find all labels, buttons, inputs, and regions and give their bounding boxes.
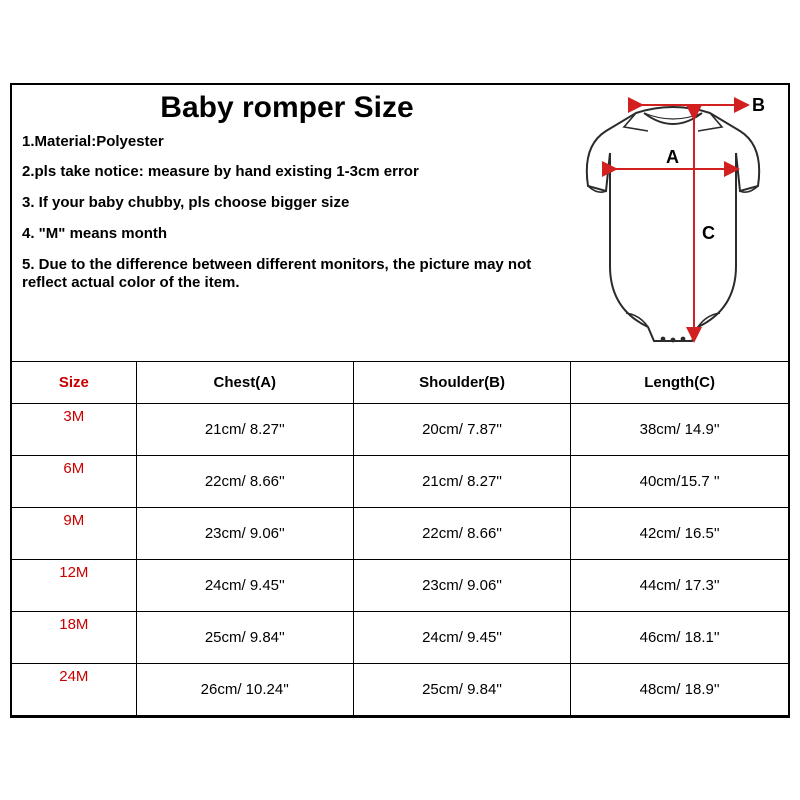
table-row: 9M 23cm/ 9.06'' 22cm/ 8.66'' 42cm/ 16.5'… <box>12 507 788 559</box>
note-item: 4. "M" means month <box>22 225 552 244</box>
cell-chest: 26cm/ 10.24'' <box>136 663 353 715</box>
measure-label-a: A <box>666 147 679 167</box>
cell-shoulder: 22cm/ 8.66'' <box>353 507 570 559</box>
cell-chest: 23cm/ 9.06'' <box>136 507 353 559</box>
note-item: 2.pls take notice: measure by hand exist… <box>22 163 552 182</box>
cell-shoulder: 24cm/ 9.45'' <box>353 611 570 663</box>
cell-length: 44cm/ 17.3'' <box>571 559 788 611</box>
table-row: 24M 26cm/ 10.24'' 25cm/ 9.84'' 48cm/ 18.… <box>12 663 788 715</box>
cell-length: 42cm/ 16.5'' <box>571 507 788 559</box>
note-item: 3. If your baby chubby, pls choose bigge… <box>22 194 552 213</box>
header-block: Baby romper Size 1.Material:Polyester 2.… <box>12 85 788 361</box>
cell-size: 24M <box>12 663 136 715</box>
size-table-body: 3M 21cm/ 8.27'' 20cm/ 7.87'' 38cm/ 14.9'… <box>12 403 788 715</box>
notes-list: 1.Material:Polyester 2.pls take notice: … <box>22 133 552 294</box>
measure-label-c: C <box>702 223 715 243</box>
cell-length: 38cm/ 14.9'' <box>571 403 788 455</box>
cell-length: 46cm/ 18.1'' <box>571 611 788 663</box>
snap-icon <box>671 337 676 342</box>
romper-diagram: B A C <box>568 91 778 351</box>
cell-shoulder: 21cm/ 8.27'' <box>353 455 570 507</box>
table-row: 6M 22cm/ 8.66'' 21cm/ 8.27'' 40cm/15.7 '… <box>12 455 788 507</box>
cell-size: 6M <box>12 455 136 507</box>
note-item: 1.Material:Polyester <box>22 133 552 152</box>
cell-shoulder: 25cm/ 9.84'' <box>353 663 570 715</box>
cell-length: 40cm/15.7 '' <box>571 455 788 507</box>
cell-chest: 25cm/ 9.84'' <box>136 611 353 663</box>
measure-label-b: B <box>752 95 765 115</box>
note-item: 5. Due to the difference between differe… <box>22 256 552 294</box>
cell-shoulder: 23cm/ 9.06'' <box>353 559 570 611</box>
col-header-size: Size <box>12 361 136 403</box>
cell-shoulder: 20cm/ 7.87'' <box>353 403 570 455</box>
size-table-header-row: Size Chest(A) Shoulder(B) Length(C) <box>12 361 788 403</box>
table-row: 18M 25cm/ 9.84'' 24cm/ 9.45'' 46cm/ 18.1… <box>12 611 788 663</box>
cell-size: 18M <box>12 611 136 663</box>
snap-icon <box>681 336 686 341</box>
col-header-length: Length(C) <box>571 361 788 403</box>
size-chart-sheet: Baby romper Size 1.Material:Polyester 2.… <box>10 83 790 718</box>
col-header-chest: Chest(A) <box>136 361 353 403</box>
cell-chest: 24cm/ 9.45'' <box>136 559 353 611</box>
page-title: Baby romper Size <box>22 91 552 125</box>
header-text-block: Baby romper Size 1.Material:Polyester 2.… <box>22 91 552 306</box>
cell-size: 12M <box>12 559 136 611</box>
cell-size: 9M <box>12 507 136 559</box>
col-header-shoulder: Shoulder(B) <box>353 361 570 403</box>
cell-length: 48cm/ 18.9'' <box>571 663 788 715</box>
snap-icon <box>661 336 666 341</box>
cell-chest: 21cm/ 8.27'' <box>136 403 353 455</box>
cell-size: 3M <box>12 403 136 455</box>
size-table: Size Chest(A) Shoulder(B) Length(C) 3M 2… <box>12 361 788 716</box>
romper-outline-icon <box>587 107 759 341</box>
table-row: 3M 21cm/ 8.27'' 20cm/ 7.87'' 38cm/ 14.9'… <box>12 403 788 455</box>
cell-chest: 22cm/ 8.66'' <box>136 455 353 507</box>
table-row: 12M 24cm/ 9.45'' 23cm/ 9.06'' 44cm/ 17.3… <box>12 559 788 611</box>
